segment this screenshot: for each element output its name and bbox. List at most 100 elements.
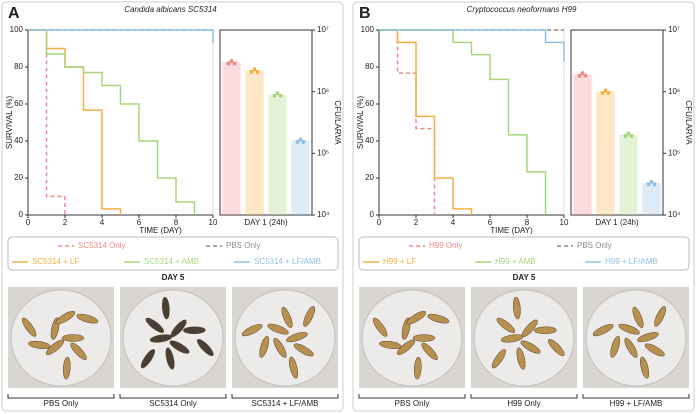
- y-tick-label: 60: [365, 99, 374, 108]
- photo-caption: SC5314 Only: [149, 399, 197, 408]
- x-tick-label: 4: [451, 218, 456, 227]
- petri-dish: [234, 289, 336, 387]
- y-tick-label: 10⁷: [317, 25, 329, 34]
- replicate-dot: [603, 88, 608, 92]
- larva: [644, 343, 665, 357]
- caption-bracket: [119, 394, 227, 399]
- x-tick-label: 6: [488, 218, 493, 227]
- photo-caption: H99 + LF/AMB: [610, 399, 663, 408]
- petri-dish: [10, 289, 112, 387]
- replicate-dot: [252, 67, 257, 71]
- larva: [632, 306, 644, 328]
- larva: [639, 356, 650, 379]
- larva: [76, 313, 99, 324]
- larva: [170, 319, 187, 338]
- chart-title: Candida albicans SC5314: [124, 5, 217, 14]
- larva: [637, 332, 659, 343]
- larva: [496, 317, 515, 333]
- larva: [427, 313, 450, 324]
- y-tick-label: 10⁷: [668, 25, 680, 34]
- bar: [642, 183, 661, 215]
- y-tick-label: 0: [370, 210, 375, 219]
- larva: [413, 356, 422, 380]
- photo-caption: PBS Only: [44, 399, 79, 408]
- y-tick-label: 10⁴: [317, 210, 330, 219]
- panel-label: A: [8, 5, 20, 22]
- x-axis-label: TIME (DAY): [139, 226, 182, 235]
- x-tick-label: 0: [26, 218, 31, 227]
- bar: [596, 91, 615, 215]
- replicate-dot: [272, 94, 277, 98]
- x-axis-label: TIME (DAY): [490, 226, 533, 235]
- larva: [70, 342, 87, 360]
- legend-label: H99 + LF: [383, 257, 416, 266]
- larva: [379, 340, 402, 349]
- x-tick-label: DAY 1 (24h): [595, 218, 639, 227]
- bar: [222, 62, 241, 216]
- replicate-dot: [577, 74, 582, 78]
- y-axis-label: SURVIVAL (%): [356, 96, 365, 150]
- larva: [241, 324, 263, 337]
- legend-label: SC5314 Only: [78, 241, 126, 250]
- x-tick-label: 8: [525, 218, 530, 227]
- legend-label: SC5314 + LF/AMB: [254, 257, 321, 266]
- petri-dish: [473, 289, 575, 387]
- y-tick-label: 10⁵: [668, 148, 680, 157]
- larva: [288, 356, 299, 379]
- larva: [534, 326, 557, 335]
- larva: [145, 317, 164, 333]
- larva: [406, 311, 427, 325]
- petri-dish: [122, 289, 224, 387]
- replicate-dot: [295, 140, 300, 145]
- replicate-dot: [301, 140, 306, 145]
- larva: [421, 342, 438, 360]
- y-tick-label: 10⁶: [668, 87, 680, 96]
- survival-line: [28, 29, 66, 215]
- replicate-dot: [626, 131, 631, 136]
- larva: [62, 356, 71, 380]
- plot-frame: [378, 29, 565, 216]
- larva: [21, 317, 37, 337]
- replicate-dot: [298, 137, 303, 142]
- larva: [624, 337, 638, 358]
- replicate-dot: [278, 94, 283, 98]
- y-tick-label: 10⁵: [317, 148, 329, 157]
- larva: [412, 334, 436, 342]
- x-tick-label: 0: [377, 218, 382, 227]
- x-tick-label: 10: [209, 218, 218, 227]
- replicate-dot: [652, 182, 657, 187]
- photo-title: DAY 5: [162, 273, 185, 282]
- replicate-dot: [649, 179, 654, 184]
- survival-line: [379, 29, 473, 215]
- bar: [245, 70, 264, 215]
- replicate-dot: [623, 134, 628, 139]
- replicate-dot: [229, 58, 234, 63]
- larva: [267, 323, 289, 335]
- larva: [273, 337, 287, 358]
- photo-title: DAY 5: [513, 273, 536, 282]
- larva: [45, 339, 65, 356]
- larva: [197, 339, 214, 357]
- replicate-dot: [232, 61, 237, 66]
- y-tick-label: 40: [365, 136, 374, 145]
- photo-caption: SC5314 + LF/AMB: [252, 399, 319, 408]
- plot-frame: [27, 29, 214, 216]
- larva: [592, 324, 614, 337]
- plot-frame: [219, 29, 313, 216]
- y-tick-label: 10⁴: [668, 210, 681, 219]
- legend-label: H99 Only: [429, 241, 462, 250]
- panel-frame: [352, 1, 695, 412]
- larva: [654, 306, 666, 327]
- caption-bracket: [582, 394, 690, 399]
- larva: [286, 332, 308, 343]
- larva: [521, 319, 538, 338]
- y-tick-label: 60: [14, 99, 23, 108]
- larva: [28, 340, 51, 349]
- legend-label: H99 + LF/AMB: [605, 257, 658, 266]
- replicate-dot: [580, 71, 585, 75]
- caption-bracket: [358, 394, 466, 399]
- survival-line: [379, 29, 565, 61]
- larva: [140, 349, 155, 369]
- replicate-dot: [249, 70, 254, 74]
